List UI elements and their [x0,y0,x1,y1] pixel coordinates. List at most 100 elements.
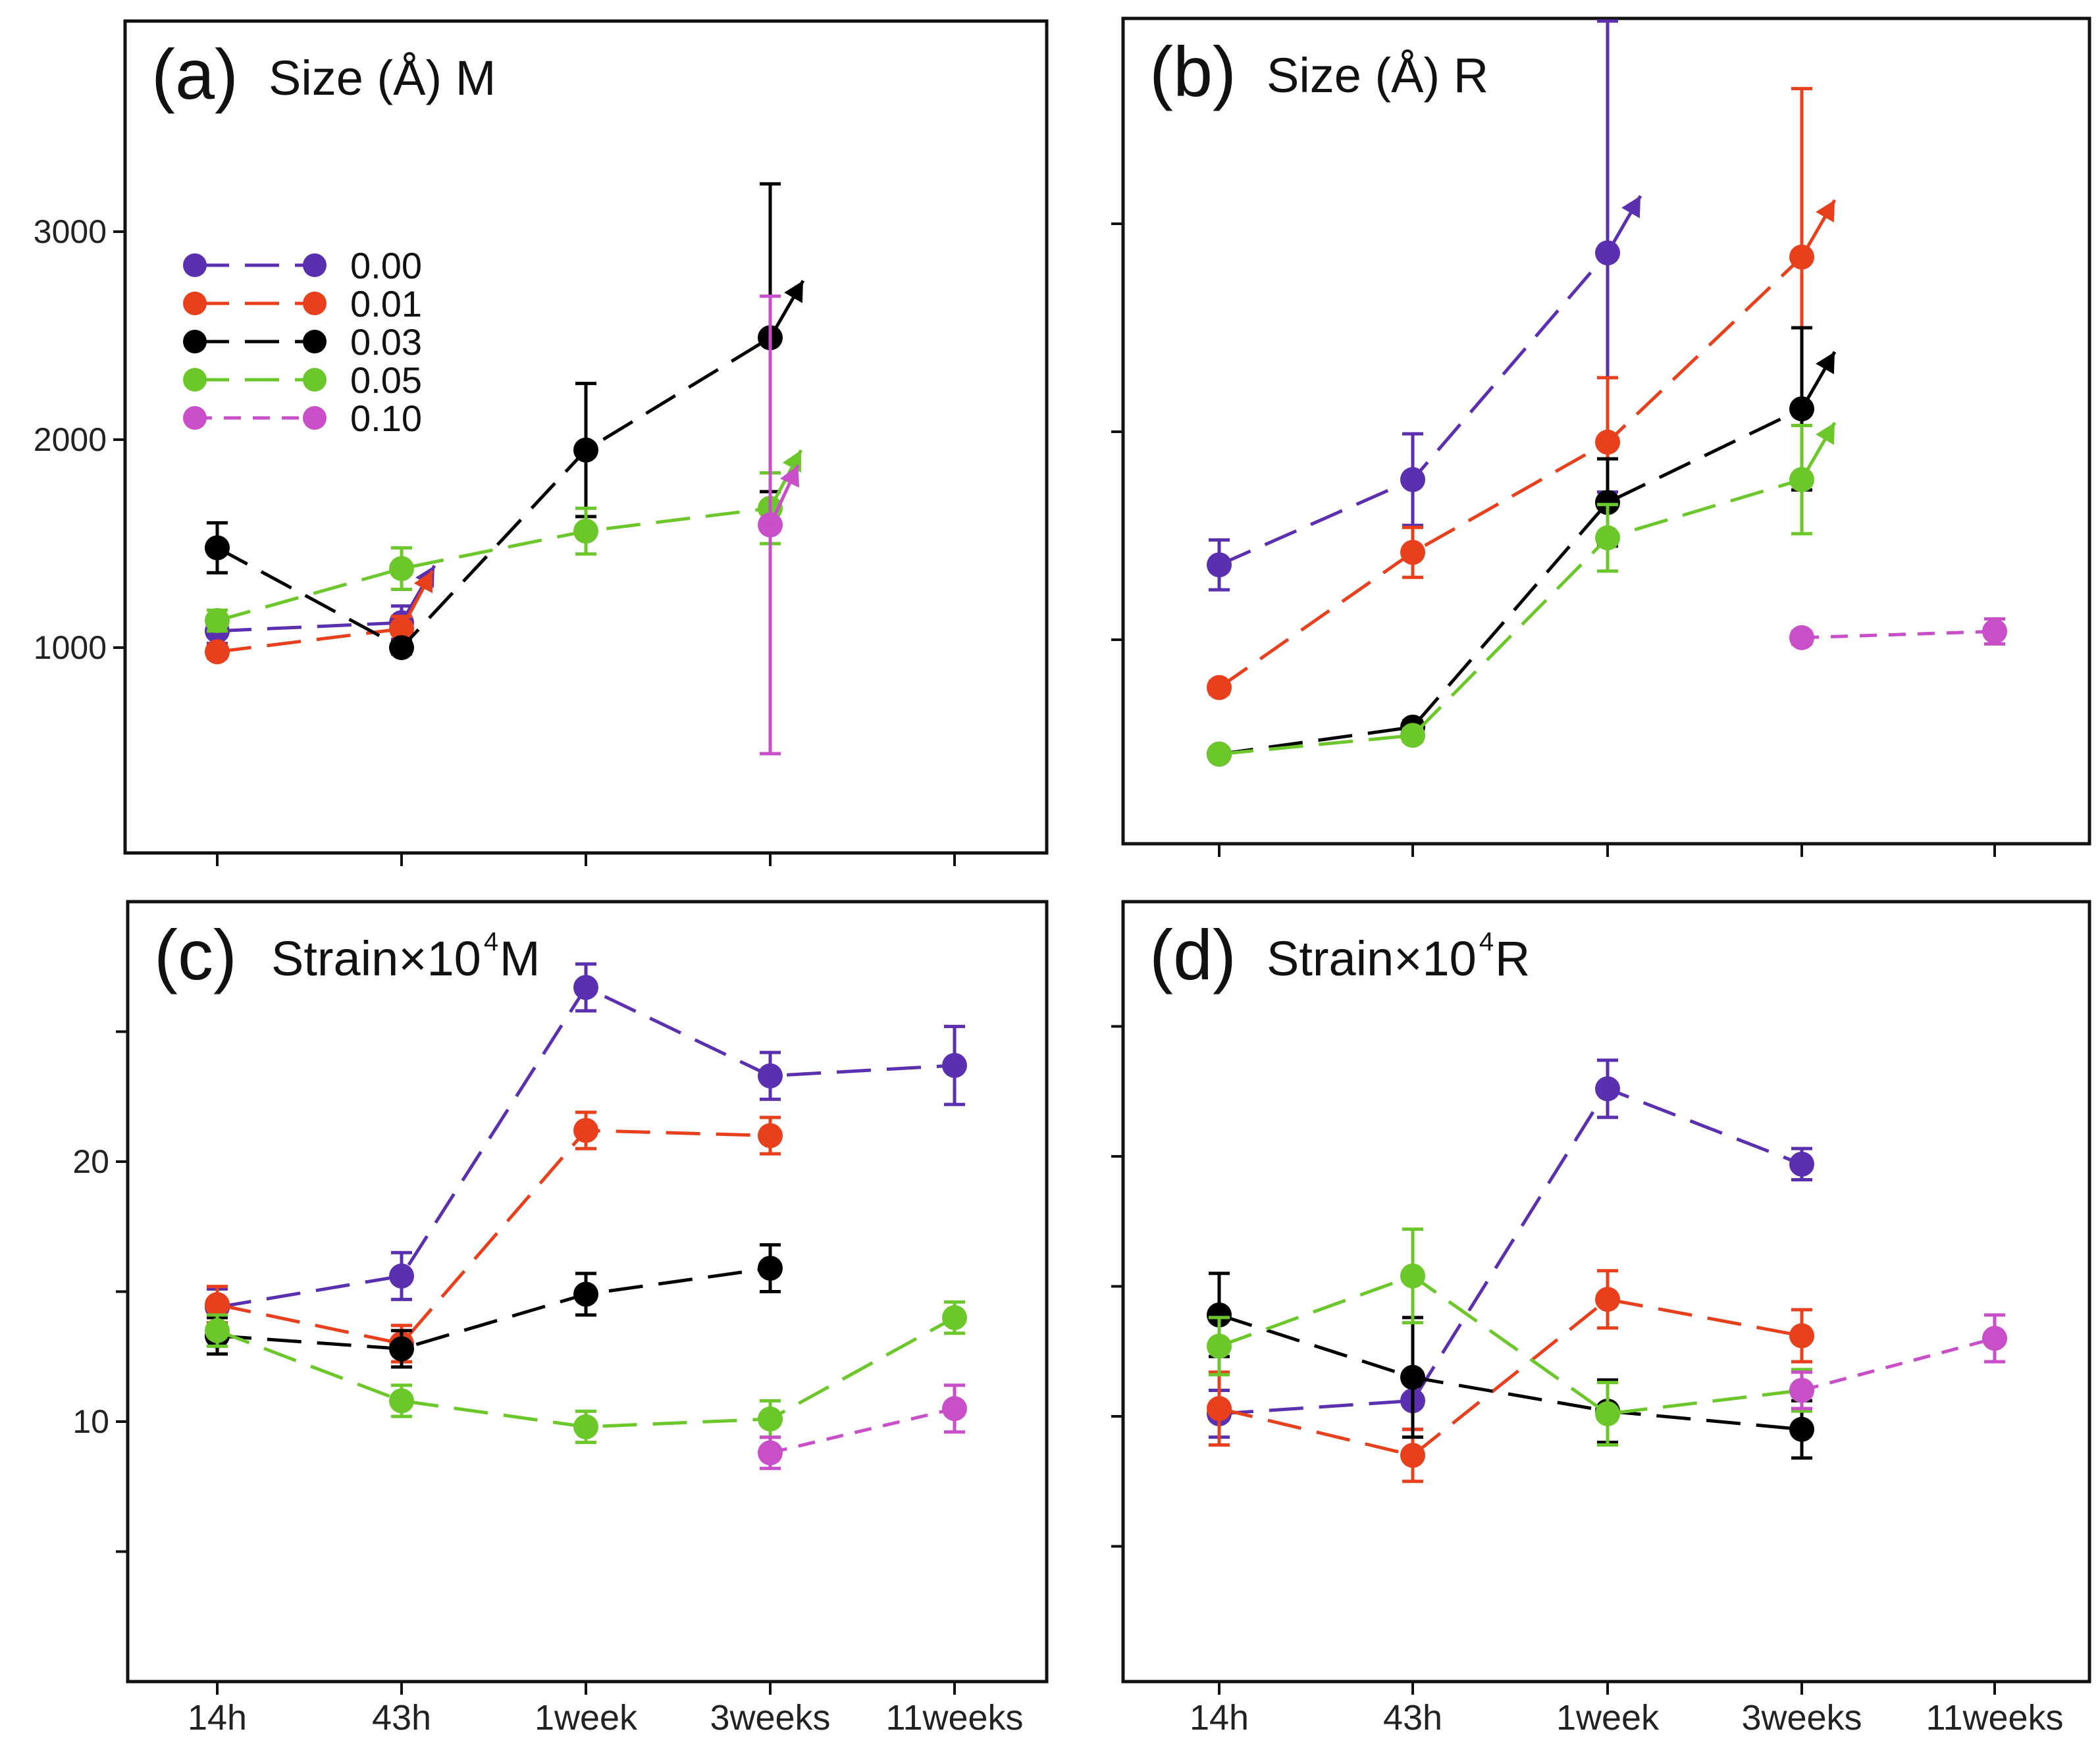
series-d-0.03 [1207,1272,1814,1460]
x-tick-label: 14h [1190,1698,1249,1738]
y-tick-label: 1000 [34,629,107,666]
panel-a-title: Size (Å) M [269,51,496,105]
panel-c-title-suffix: M [500,931,540,986]
series-a-0.05 [205,449,803,633]
data-point [1207,552,1232,578]
panel-c-letter: (c) [154,915,237,994]
series-c-0.05 [205,1300,967,1445]
data-point [1789,1151,1814,1177]
x-tick-label: 1week [535,1698,638,1738]
data-point [1982,1326,2007,1351]
panel-b-letter: (b) [1149,32,1236,111]
data-point [1595,1287,1620,1312]
series-line [1801,1337,1995,1392]
data-point [205,535,230,561]
trend-arrow-head [1816,351,1835,374]
data-point [1595,1076,1620,1102]
data-point [1400,723,1425,748]
data-point [942,1305,967,1330]
data-point [1595,525,1620,551]
data-point [389,555,414,581]
panel-a [113,19,1049,866]
data-point [758,1255,783,1281]
series-b-0.10 [1789,617,2007,650]
data-point [389,635,414,660]
series-a-0.03 [205,182,805,660]
trend-arrow-head [780,465,800,488]
series-line [1219,1313,1802,1431]
series-c-0.01 [205,1110,783,1364]
data-point [1207,741,1232,767]
panel-d [1111,900,2091,1695]
legend-label: 0.05 [350,359,422,401]
series-d-0.05 [1207,1227,1814,1447]
legend-label: 0.10 [350,398,422,439]
data-point [573,1414,598,1439]
panel-c-title-sup: 4 [484,927,498,956]
series-line [217,1266,771,1351]
series-line [1219,407,1803,756]
legend-label: 0.01 [350,283,422,324]
series-line [217,1129,771,1346]
data-point [1982,619,2007,644]
legend-marker [183,406,207,430]
legend-marker [303,406,327,430]
trend-arrow-head [784,280,803,303]
panel-a-letter: (a) [151,34,238,114]
data-point [389,1388,414,1414]
y-tick-label: 2000 [34,421,107,458]
legend-marker [303,330,327,353]
series-line [1219,1297,1802,1457]
series-c-0.03 [205,1243,783,1369]
data-point [573,519,598,544]
trend-arrow-head [1816,423,1835,446]
series-line [770,1406,955,1455]
panel-d-title-suffix: R [1495,931,1530,986]
series-b-0.03 [1207,326,1837,767]
data-point [1400,1364,1425,1390]
series-line [217,506,771,623]
panel-c-title: Strain×10 [271,931,481,986]
legend-marker [183,292,207,315]
data-point [389,1336,414,1362]
panel-d-title: Strain×10 [1267,931,1477,986]
data-point [1400,1263,1425,1289]
data-point [205,1292,230,1318]
y-tick-label: 20 [72,1143,109,1180]
data-point [1789,1416,1814,1442]
legend-marker [303,368,327,392]
panel-b-title: Size (Å) R [1267,48,1488,103]
series-line [217,621,402,633]
data-point [1400,1443,1425,1468]
data-point [1789,625,1814,650]
series-b-0.05 [1207,421,1837,767]
series-line [216,336,772,650]
panel-d-title-sup: 4 [1479,927,1494,956]
y-tick-label: 10 [72,1403,109,1440]
series-line [1219,1087,1802,1416]
legend-label: 0.03 [350,321,422,363]
data-point [942,1052,967,1078]
x-tick-label: 3weeks [1741,1698,1862,1738]
data-point [1789,1378,1814,1403]
legend-label: 0.00 [350,245,422,286]
data-point [1595,429,1620,455]
series-a-0.10 [758,294,800,756]
legend [183,253,327,430]
data-point [1207,1396,1232,1422]
panel-c [116,900,1049,1695]
x-tick-label: 14h [188,1698,247,1738]
series-d-0.00 [1207,1058,1814,1439]
data-point [1207,1302,1232,1327]
data-point [573,437,598,463]
series-line [1218,255,1803,689]
panel-b [1111,16,2091,857]
data-point [573,975,598,1000]
data-point [942,1396,967,1422]
y-tick-label: 3000 [34,213,107,250]
data-point [205,639,230,665]
data-point [1595,490,1620,515]
data-point [758,1123,783,1148]
data-point [573,1118,598,1143]
